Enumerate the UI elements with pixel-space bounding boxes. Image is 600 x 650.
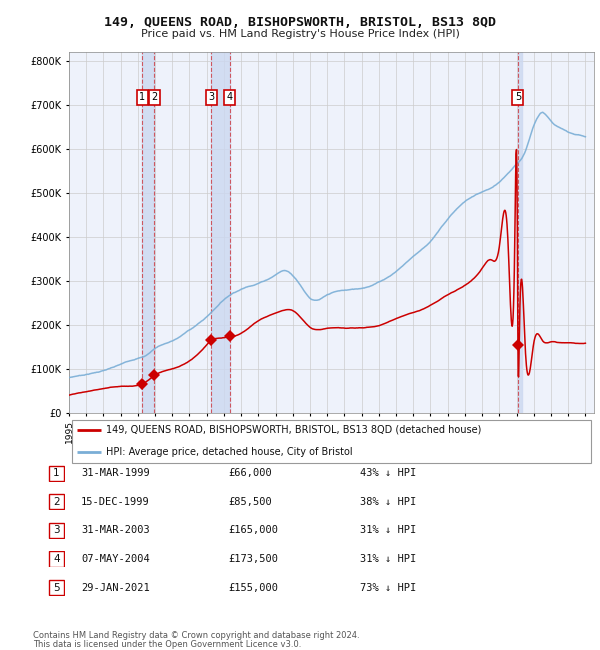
Text: 73% ↓ HPI: 73% ↓ HPI bbox=[360, 582, 416, 593]
Text: 1: 1 bbox=[139, 92, 145, 102]
Bar bbox=[211, 52, 230, 413]
Text: 43% ↓ HPI: 43% ↓ HPI bbox=[360, 468, 416, 478]
Text: £85,500: £85,500 bbox=[228, 497, 272, 507]
Text: 31% ↓ HPI: 31% ↓ HPI bbox=[360, 525, 416, 536]
Text: This data is licensed under the Open Government Licence v3.0.: This data is licensed under the Open Gov… bbox=[33, 640, 301, 649]
Text: £165,000: £165,000 bbox=[228, 525, 278, 536]
Text: 149, QUEENS ROAD, BISHOPSWORTH, BRISTOL, BS13 8QD (detached house): 149, QUEENS ROAD, BISHOPSWORTH, BRISTOL,… bbox=[106, 424, 481, 435]
Text: 38% ↓ HPI: 38% ↓ HPI bbox=[360, 497, 416, 507]
Text: 29-JAN-2021: 29-JAN-2021 bbox=[81, 582, 150, 593]
Text: 2: 2 bbox=[151, 92, 158, 102]
Text: £173,500: £173,500 bbox=[228, 554, 278, 564]
Text: 3: 3 bbox=[53, 525, 60, 536]
FancyBboxPatch shape bbox=[49, 551, 64, 567]
Text: Contains HM Land Registry data © Crown copyright and database right 2024.: Contains HM Land Registry data © Crown c… bbox=[33, 631, 359, 640]
Text: HPI: Average price, detached house, City of Bristol: HPI: Average price, detached house, City… bbox=[106, 447, 352, 457]
Text: 3: 3 bbox=[208, 92, 214, 102]
Bar bbox=[518, 52, 522, 413]
Text: 5: 5 bbox=[515, 92, 521, 102]
FancyBboxPatch shape bbox=[49, 580, 64, 595]
Text: 5: 5 bbox=[53, 582, 60, 593]
Text: 31-MAR-2003: 31-MAR-2003 bbox=[81, 525, 150, 536]
Bar bbox=[142, 52, 154, 413]
Text: 15-DEC-1999: 15-DEC-1999 bbox=[81, 497, 150, 507]
Text: 4: 4 bbox=[227, 92, 233, 102]
FancyBboxPatch shape bbox=[49, 523, 64, 538]
Text: 1: 1 bbox=[53, 468, 60, 478]
Text: £66,000: £66,000 bbox=[228, 468, 272, 478]
Text: 2: 2 bbox=[53, 497, 60, 507]
FancyBboxPatch shape bbox=[49, 465, 64, 481]
FancyBboxPatch shape bbox=[71, 420, 592, 463]
FancyBboxPatch shape bbox=[49, 494, 64, 510]
Text: 4: 4 bbox=[53, 554, 60, 564]
Text: 07-MAY-2004: 07-MAY-2004 bbox=[81, 554, 150, 564]
Text: 31% ↓ HPI: 31% ↓ HPI bbox=[360, 554, 416, 564]
Text: 149, QUEENS ROAD, BISHOPSWORTH, BRISTOL, BS13 8QD: 149, QUEENS ROAD, BISHOPSWORTH, BRISTOL,… bbox=[104, 16, 496, 29]
Text: Price paid vs. HM Land Registry's House Price Index (HPI): Price paid vs. HM Land Registry's House … bbox=[140, 29, 460, 39]
Text: 31-MAR-1999: 31-MAR-1999 bbox=[81, 468, 150, 478]
Text: £155,000: £155,000 bbox=[228, 582, 278, 593]
